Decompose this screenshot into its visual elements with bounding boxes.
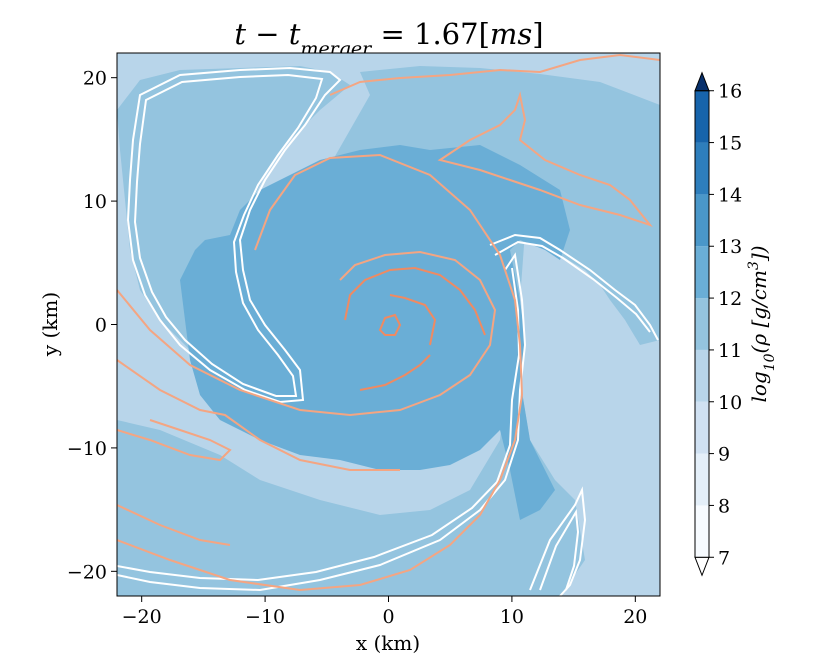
colorbar-band [695,90,709,143]
white-contour-bottom-right-1 [529,486,587,596]
salmon-contour-big-arc [117,153,524,592]
colorbar-tick-label: 16 [718,81,742,103]
density-region-central-spiral [180,145,570,520]
x-axis: −20 −10 0 10 20 [122,596,647,628]
colorbar-band [695,453,709,506]
white-contour-bottom-right-2 [539,508,580,591]
y-axis: −20 −10 0 10 20 [67,68,117,583]
salmon-contour-outer-spiral [117,250,497,417]
colorbar-label: log10(ρ [g/cm3]) [746,245,778,402]
white-contour-right-4 [117,267,521,582]
white-contour-right-3 [117,252,527,592]
x-tick-label: 20 [623,606,647,628]
salmon-contour-bottom [117,504,231,546]
white-contours [117,66,659,596]
colorbar-band [695,142,709,195]
colorbar-tick-label: 8 [718,495,730,517]
colorbar-band [695,246,709,299]
salmon-contour-top-right [329,53,660,96]
colorbar: 7 8 9 10 11 12 13 14 15 16 [694,71,742,577]
colorbar-extend-low [694,556,710,577]
red-contour-inner-spiral [344,266,486,336]
red-contours [344,266,486,391]
colorbar-tick-label: 13 [718,236,742,258]
colorbar-band [695,505,709,558]
x-tick-label: 0 [382,606,394,628]
salmon-contour-left-arm [117,359,400,471]
white-contour-upper-left-1 [126,66,342,404]
colorbar-band [695,401,709,454]
x-axis-label: x (km) [356,631,420,655]
colorbar-tick-label: 11 [718,340,742,362]
x-tick-label: 10 [500,606,524,628]
red-contour-core [378,313,402,336]
colorbar-band [695,298,709,350]
y-tick-label: −20 [67,561,107,583]
colorbar-extend-high [694,71,710,92]
salmon-contours [117,53,660,592]
white-contour-right-1 [489,233,659,341]
red-contour-lower-inner [359,354,431,391]
red-contour-inner-arc [389,294,437,346]
white-contour-upper-left-2 [133,73,324,397]
y-tick-label: 10 [83,191,107,213]
colorbar-tick-label: 12 [718,288,742,310]
colorbar-tick-label: 15 [718,133,742,155]
plot-area [117,53,660,596]
colorbar-tick-label: 14 [718,184,742,206]
salmon-contour-bottom-left [117,419,232,462]
colorbar-tick-label: 10 [718,392,742,414]
y-tick-label: −10 [67,438,107,460]
colorbar-frame [694,90,710,558]
y-tick-label: 0 [95,315,107,337]
colorbar-tick-label: 7 [718,547,730,569]
white-contour-right-2 [494,240,651,333]
y-axis-label: y (km) [38,292,62,357]
colorbar-band [695,194,709,247]
salmon-contour-upper-right-loop [437,91,653,228]
colorbar-band [695,349,709,402]
y-tick-label: 20 [83,68,107,90]
x-tick-label: −20 [122,606,162,628]
x-tick-label: −10 [245,606,285,628]
colorbar-tick-label: 9 [718,444,730,466]
